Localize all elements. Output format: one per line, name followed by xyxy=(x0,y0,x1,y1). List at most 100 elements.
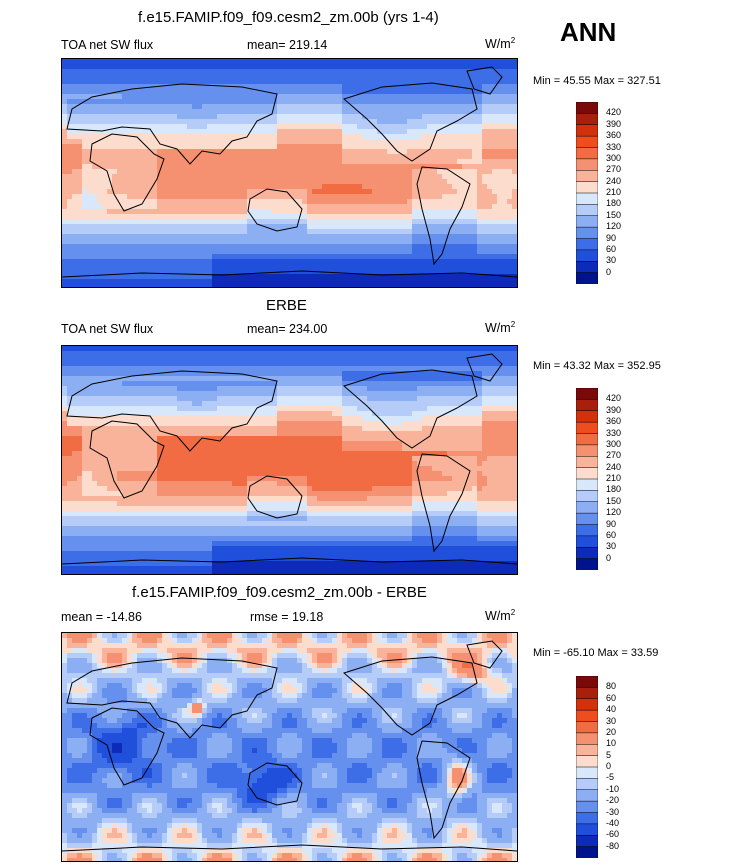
field-cell xyxy=(392,244,398,250)
field-cell xyxy=(322,59,328,65)
field-cell xyxy=(507,129,513,135)
field-cell xyxy=(117,371,123,377)
field-cell xyxy=(117,184,123,190)
field-cell xyxy=(212,94,218,100)
field-cell xyxy=(167,366,173,372)
field-cell xyxy=(317,99,323,105)
field-cell xyxy=(197,184,203,190)
field-cell xyxy=(122,214,128,220)
field-cell xyxy=(502,134,508,140)
field-cell xyxy=(117,129,123,135)
field-cell xyxy=(367,74,373,80)
field-cell xyxy=(322,149,328,155)
field-cell xyxy=(497,284,503,287)
field-cell xyxy=(432,361,438,367)
field-cell xyxy=(502,119,508,125)
field-cell xyxy=(412,184,418,190)
field-cell xyxy=(492,199,498,205)
field-cell xyxy=(117,169,123,175)
field-cell xyxy=(467,194,473,200)
field-cell xyxy=(392,174,398,180)
field-cell xyxy=(392,119,398,125)
field-cell xyxy=(132,79,138,85)
field-cell xyxy=(412,69,418,75)
field-cell xyxy=(72,179,78,185)
field-cell xyxy=(332,249,338,255)
field-cell xyxy=(482,371,488,377)
field-cell xyxy=(417,99,423,105)
field-cell xyxy=(157,244,163,250)
field-cell xyxy=(217,279,223,285)
field-cell xyxy=(167,169,173,175)
field-cell xyxy=(297,366,303,372)
field-cell xyxy=(382,169,388,175)
field-cell xyxy=(167,154,173,160)
field-cell xyxy=(82,351,88,357)
field-cell xyxy=(412,194,418,200)
field-cell xyxy=(132,164,138,170)
field-cell xyxy=(207,164,213,170)
field-cell xyxy=(227,264,233,270)
field-cell xyxy=(142,169,148,175)
field-cell xyxy=(272,284,278,287)
field-cell xyxy=(407,214,413,220)
field-cell xyxy=(87,356,93,362)
field-cell xyxy=(227,284,233,287)
field-cell xyxy=(297,89,303,95)
field-cell xyxy=(482,109,488,115)
field-cell xyxy=(317,144,323,150)
field-cell xyxy=(287,149,293,155)
field-cell xyxy=(347,371,353,377)
field-cell xyxy=(222,99,228,105)
field-cell xyxy=(307,84,313,90)
field-cell xyxy=(367,149,373,155)
field-cell xyxy=(412,381,418,387)
field-cell xyxy=(417,239,423,245)
field-cell xyxy=(402,351,408,357)
field-cell xyxy=(122,259,128,265)
field-cell xyxy=(487,214,493,220)
field-cell xyxy=(192,164,198,170)
field-cell xyxy=(462,279,468,285)
field-cell xyxy=(422,64,428,70)
field-cell xyxy=(247,244,253,250)
field-cell xyxy=(232,269,238,275)
field-cell xyxy=(227,134,233,140)
field-cell xyxy=(267,199,273,205)
field-cell xyxy=(217,381,223,387)
field-cell xyxy=(477,361,483,367)
field-cell xyxy=(392,169,398,175)
field-cell xyxy=(232,346,238,352)
field-cell xyxy=(107,346,113,352)
field-cell xyxy=(222,144,228,150)
field-cell xyxy=(142,361,148,367)
field-cell xyxy=(167,164,173,170)
field-cell xyxy=(237,209,243,215)
field-cell xyxy=(342,239,348,245)
field-cell xyxy=(132,84,138,90)
field-cell xyxy=(97,79,103,85)
field-cell xyxy=(67,89,73,95)
field-cell xyxy=(397,229,403,235)
field-cell xyxy=(352,109,358,115)
field-cell xyxy=(177,59,183,65)
field-cell xyxy=(512,139,517,145)
field-cell xyxy=(457,244,463,250)
field-cell xyxy=(147,144,153,150)
field-cell xyxy=(367,94,373,100)
field-cell xyxy=(487,376,493,382)
field-cell xyxy=(322,361,328,367)
field-cell xyxy=(277,94,283,100)
field-cell xyxy=(242,381,248,387)
field-cell xyxy=(122,371,128,377)
field-cell xyxy=(82,239,88,245)
field-cell xyxy=(272,234,278,240)
field-cell xyxy=(442,204,448,210)
field-cell xyxy=(262,371,268,377)
field-cell xyxy=(67,59,73,65)
field-cell xyxy=(492,356,498,362)
field-cell xyxy=(407,134,413,140)
field-cell xyxy=(307,134,313,140)
field-cell xyxy=(237,174,243,180)
field-cell xyxy=(277,229,283,235)
